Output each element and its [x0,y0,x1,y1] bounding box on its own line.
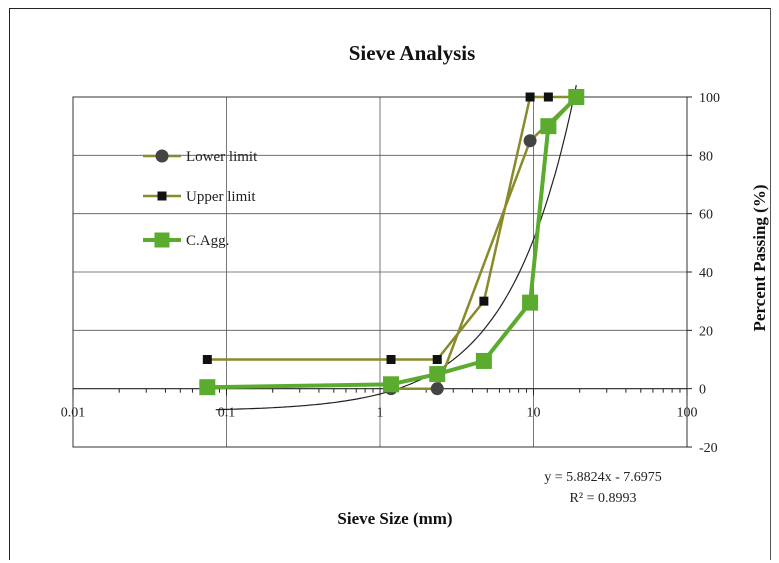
x-tick-label: 0.01 [61,406,86,421]
y-tick-label: 80 [699,149,713,164]
legend: Lower limit Upper limit C.Agg. [143,149,258,249]
point-c-agg [522,294,539,311]
point-upper-limit [386,355,396,364]
point-upper-limit [479,296,489,306]
point-c-agg [383,376,400,393]
data-series [199,89,585,396]
point-c-agg [199,379,216,396]
legend-marker-lower-limit [155,149,169,163]
y-axis-title: Percent Passing (%) [750,185,769,332]
point-upper-limit [525,92,535,102]
point-c-agg [540,118,557,135]
point-upper-limit [202,355,212,364]
y-tick-label: -20 [699,441,718,456]
y-tick-label: 100 [699,91,720,106]
point-c-agg [429,366,446,383]
point-lower-limit [430,382,444,396]
point-upper-limit [543,92,553,102]
legend-marker-upper-limit [157,191,167,201]
legend-label-c-agg: C.Agg. [186,233,229,249]
chart-frame [9,8,771,560]
x-tick-label: 1 [377,406,384,421]
y-tick-label: 0 [699,383,706,398]
series-line-upper-limit [207,95,577,361]
x-axis-title: Sieve Size (mm) [337,509,452,528]
point-lower-limit [523,134,537,148]
y-tick-label: 20 [699,324,713,339]
legend-marker-c-agg [154,232,170,248]
trendline-equation: y = 5.8824x - 7.6975 [544,470,662,485]
point-c-agg [568,89,585,105]
y-tick-label: 40 [699,266,713,281]
x-tick-label: 100 [677,406,698,421]
legend-label-lower-limit: Lower limit [186,149,258,165]
trendline-r-squared: R² = 0.8993 [570,491,637,506]
y-tick-label: 60 [699,208,713,223]
chart-title: Sieve Analysis [349,41,476,65]
point-upper-limit [432,355,442,364]
x-tick-label: 10 [527,406,541,421]
axes: -20 0 20 40 60 80 100 0.01 0.1 1 10 100 [61,91,720,456]
point-c-agg [475,352,492,369]
legend-label-upper-limit: Upper limit [186,189,256,205]
x-tick-label: 0.1 [218,406,236,421]
